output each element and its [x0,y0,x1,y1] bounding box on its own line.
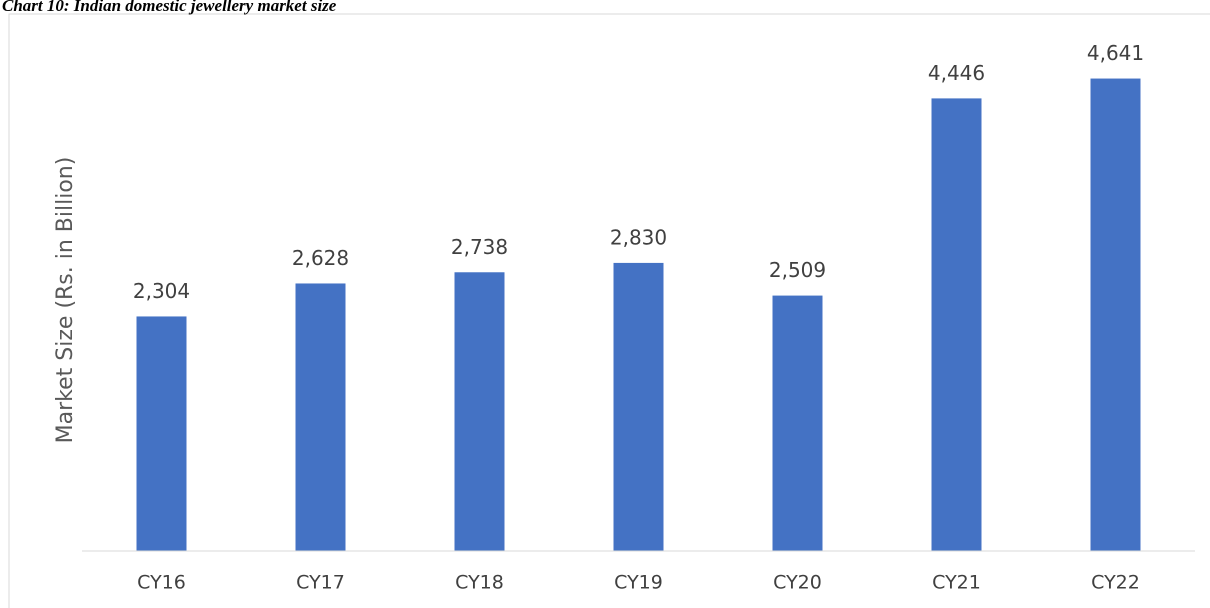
data-label: 2,738 [451,235,508,259]
data-label: 4,446 [928,61,985,85]
data-label: 2,304 [133,279,190,303]
bar [931,98,982,551]
x-tick-label: CY17 [296,572,345,594]
bar [1090,78,1141,551]
data-label: 2,830 [610,225,667,249]
bar [454,272,505,551]
x-tick-label: CY19 [614,572,663,594]
bar [772,295,823,551]
bar [295,283,346,551]
data-label: 2,628 [292,246,349,270]
chart-frame [8,13,1210,608]
bar [136,316,187,551]
y-axis-label: Market Size (Rs. in Billion) [53,157,78,444]
chart-title: Chart 10: Indian domestic jewellery mark… [2,0,337,15]
data-label: 2,509 [769,258,826,282]
x-tick-label: CY22 [1091,572,1140,594]
x-tick-label: CY21 [932,572,981,594]
bar [613,262,664,551]
x-tick-label: CY16 [137,572,186,594]
x-tick-label: CY18 [455,572,504,594]
data-label: 4,641 [1087,41,1144,65]
x-tick-label: CY20 [773,572,822,594]
